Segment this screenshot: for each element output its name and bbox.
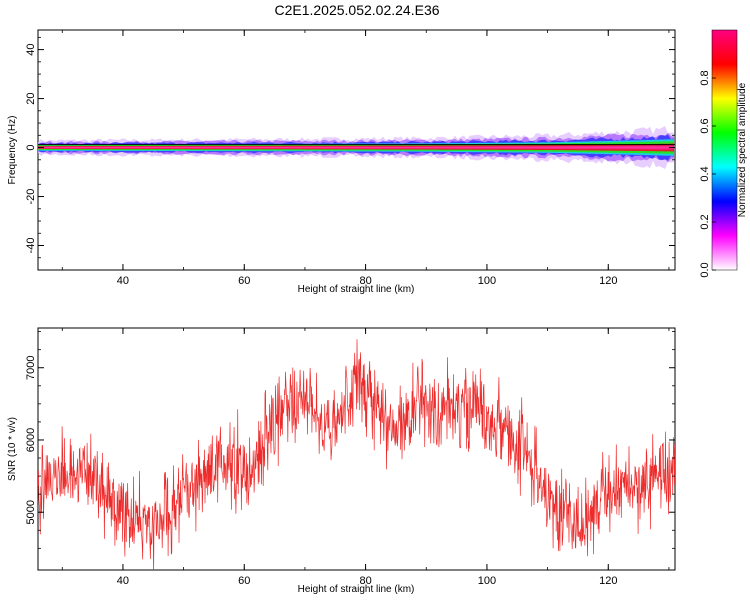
snr-ytick-label: 5000 bbox=[25, 500, 37, 524]
spectrogram-ytick-label: -40 bbox=[25, 238, 37, 254]
snr-panel: 40 60 80 100 120 5000 6000 7000 Height of strai… bbox=[7, 327, 676, 595]
snr-xtick-label: 80 bbox=[359, 575, 371, 587]
snr-xtick-label: 100 bbox=[478, 575, 496, 587]
colorbar-gradient bbox=[711, 29, 738, 271]
spectrogram-ytick-label: 40 bbox=[25, 43, 37, 55]
colorbar-tick-label: 0.0 bbox=[699, 262, 711, 277]
chart-title: C2E1.2025.052.02.24.E36 bbox=[274, 2, 439, 18]
spectrogram-xtick-label: 40 bbox=[117, 275, 129, 287]
spectrogram-xtick-label: 120 bbox=[599, 275, 617, 287]
colorbar: 0.0 0.2 0.4 0.6 0.8 Normalized spectral ampl… bbox=[699, 29, 748, 278]
spectrogram-xlabel: Height of straight line (km) bbox=[298, 284, 415, 295]
spectrogram-xtick-label: 80 bbox=[359, 275, 371, 287]
spectrogram-panel: 40 60 80 100 120 -40 -20 0 20 40 Height of straig… bbox=[7, 29, 676, 295]
snr-series-line bbox=[38, 339, 675, 570]
snr-xtick-label: 60 bbox=[238, 575, 250, 587]
colorbar-tick-label: 0.4 bbox=[699, 166, 711, 181]
snr-xtick-label: 40 bbox=[117, 575, 129, 587]
spectrogram-ytick-label: 20 bbox=[25, 92, 37, 104]
spectrogram-ytick-label: -20 bbox=[25, 189, 37, 205]
snr-ytick-label: 6000 bbox=[25, 428, 37, 452]
spectrogram-xtick-label: 100 bbox=[478, 275, 496, 287]
snr-xtick-label: 120 bbox=[599, 575, 617, 587]
snr-ytick-label: 7000 bbox=[25, 355, 37, 379]
colorbar-label: Normalized spectral amplitude bbox=[737, 82, 748, 217]
colorbar-tick-label: 0.2 bbox=[699, 214, 711, 229]
snr-xlabel: Height of straight line (km) bbox=[298, 584, 415, 595]
spectrogram-xtick-label: 60 bbox=[238, 275, 250, 287]
colorbar-tick-label: 0.6 bbox=[699, 118, 711, 133]
spectrogram-ytick-label: 0 bbox=[25, 144, 37, 150]
spectrogram-ylabel: Frequency (Hz) bbox=[7, 116, 18, 185]
colorbar-tick-label: 0.8 bbox=[699, 70, 711, 85]
snr-ylabel: SNR (10 * v/v) bbox=[7, 417, 18, 481]
